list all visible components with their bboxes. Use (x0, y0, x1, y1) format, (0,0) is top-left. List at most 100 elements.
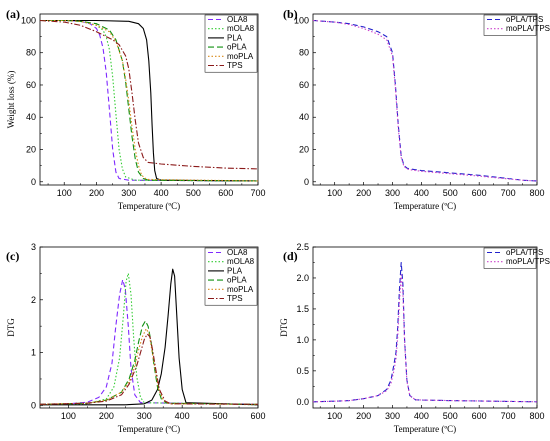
x-axis-title: Temperature (ºC) (118, 424, 180, 434)
x-tick-label: 400 (175, 411, 190, 421)
x-tick-label: 300 (385, 411, 400, 421)
y-tick-label: 80 (299, 48, 309, 58)
y-tick-label: 20 (299, 145, 309, 155)
y-tick-label: 2 (31, 295, 36, 305)
panel-a: (a)100 200 300 400 500 600 700020406080100Temp… (6, 7, 266, 211)
y-tick-label: 1.5 (296, 304, 309, 314)
x-axis-title: Temperature (ºC) (118, 201, 180, 211)
y-tick-label: 40 (299, 112, 309, 122)
series-line-mopla (40, 19, 258, 182)
x-tick-label: 300 (121, 188, 136, 198)
plot-frame (312, 13, 538, 186)
y-tick-label: 0.5 (296, 366, 309, 376)
series-line-opla-tps (313, 19, 537, 182)
x-tick-label: 400 (414, 188, 429, 198)
legend-box (204, 247, 258, 306)
x-tick-label: 400 (154, 188, 169, 198)
y-tick-label: 100 (294, 15, 309, 25)
y-tick-label: 0 (31, 177, 36, 187)
panel-letter-b: (b) (283, 7, 298, 21)
x-tick-label: 100 (327, 188, 342, 198)
panel-c: (c) 100 200 300 400 500 600 0 1 2 3 Temperature (ºC… (6, 242, 266, 434)
legend-box (204, 14, 258, 73)
legend-box (483, 247, 537, 269)
y-tick-label: 1.0 (296, 335, 309, 345)
series-line-mopla-tps (313, 19, 537, 182)
x-tick-label: 300 (385, 188, 400, 198)
y-tick-label: 20 (26, 145, 36, 155)
legend-entry: moPLA (227, 52, 254, 61)
y-tick-label: 80 (26, 48, 36, 58)
y-tick-label: 2.0 (296, 273, 309, 283)
series-group (313, 261, 537, 403)
panel-letter-d: (d) (283, 249, 298, 263)
y-tick-label: 40 (26, 112, 36, 122)
y-tick-label: 100 (21, 15, 36, 25)
y-tick-label: 0 (31, 400, 36, 410)
x-tick-label: 600 (472, 411, 487, 421)
y-axis-title: DTG (6, 318, 16, 337)
x-tick-label: 500 (443, 411, 458, 421)
x-tick-label: 100 (57, 188, 72, 198)
series-line-pla (40, 268, 258, 406)
x-axis-title: Temperature (ºC) (394, 201, 456, 211)
x-tick-label: 600 (218, 188, 233, 198)
plot-frame (39, 13, 259, 186)
legend-entry: OLA8 (227, 248, 248, 257)
x-tick-label: 700 (250, 188, 265, 198)
panel-b: (b)100 200 300 400 500 600 700 800020406080100T… (283, 7, 550, 211)
legend-entry: moPLA (227, 285, 254, 294)
series-line-mopla-tps (313, 274, 537, 403)
series-line-pla (40, 19, 258, 182)
y-tick-label: 0.0 (296, 397, 309, 407)
legend-entry: TPS (227, 61, 243, 70)
x-tick-label: 700 (501, 411, 516, 421)
legend-entry: oPLA/TPS (506, 15, 543, 24)
panel-letter-a: (a) (6, 7, 20, 21)
x-tick-label: 200 (356, 188, 371, 198)
legend-entry: TPS (227, 294, 243, 303)
series-line-tps (40, 19, 258, 170)
plot-frame (312, 246, 538, 409)
y-tick-label: 1 (31, 348, 36, 358)
y-axis-title: Weight loss (%) (6, 71, 16, 129)
x-axis-title: Temperature (ºC) (394, 424, 456, 434)
series-line-opla (40, 320, 258, 405)
panel-d: (d) 100 200 300 400 500 600 700 800 0.0 0.5 1.0 1.5 2… (279, 242, 550, 434)
x-tick-label: 600 (250, 411, 265, 421)
y-tick-label: 0 (304, 177, 309, 187)
x-tick-label: 800 (529, 188, 544, 198)
y-tick-label: 2.5 (296, 242, 309, 252)
legend-entry: PLA (227, 33, 243, 42)
x-tick-label: 400 (414, 411, 429, 421)
y-tick-label: 60 (26, 80, 36, 90)
y-tick-label: 60 (299, 80, 309, 90)
panel-letter-c: (c) (6, 249, 19, 263)
x-tick-label: 200 (89, 188, 104, 198)
y-axis-title: DTG (279, 318, 289, 337)
x-tick-label: 800 (529, 411, 544, 421)
series-line-mopla (40, 328, 258, 405)
x-tick-label: 600 (472, 188, 487, 198)
series-group (313, 19, 537, 182)
series-line-ola8 (40, 279, 258, 405)
x-tick-label: 500 (213, 411, 228, 421)
plot-frame (39, 246, 259, 409)
x-tick-label: 100 (327, 411, 342, 421)
legend-entry: mOLA8 (227, 24, 255, 33)
series-group (40, 19, 258, 182)
legend-entry: moPLA/TPS (506, 257, 550, 266)
y-tick-label: 3 (31, 242, 36, 252)
series-line-tps (40, 333, 258, 405)
legend-entry: oPLA (227, 43, 247, 52)
x-tick-label: 200 (99, 411, 114, 421)
legend-entry: PLA (227, 266, 243, 275)
legend-entry: oPLA (227, 276, 247, 285)
legend-entry: moPLA/TPS (506, 24, 550, 33)
x-tick-label: 200 (356, 411, 371, 421)
